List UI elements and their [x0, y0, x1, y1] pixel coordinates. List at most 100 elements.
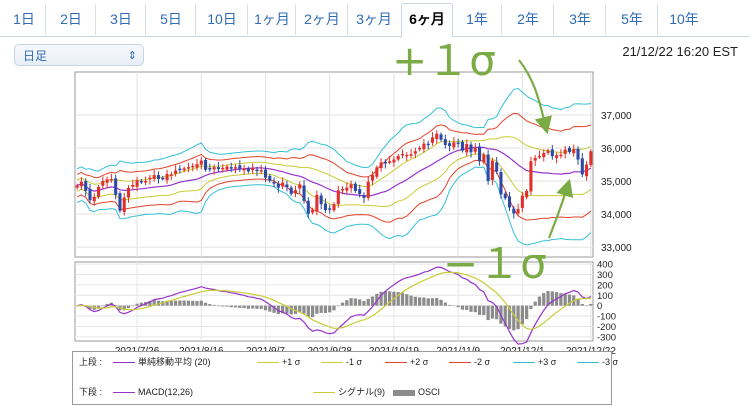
tab-6[interactable]: 1ヶ月 — [249, 4, 296, 35]
osci-bar — [584, 305, 589, 307]
legend-line-swatch — [257, 362, 279, 364]
tab-12[interactable]: 3年 — [555, 4, 606, 35]
candle-body — [341, 188, 345, 191]
bollinger-plus2-line — [76, 112, 592, 179]
candle-body — [289, 187, 293, 194]
legend-swatch — [313, 392, 335, 394]
signal-line — [77, 271, 591, 331]
candle-body — [400, 153, 405, 156]
legend-line-swatch — [449, 362, 471, 364]
osci-bar — [302, 305, 306, 314]
candle-body — [268, 175, 272, 181]
osci-bar — [430, 298, 435, 306]
tab-9[interactable]: 6ヶ月 — [401, 3, 453, 38]
osci-bar — [482, 305, 486, 315]
candle-body — [225, 166, 229, 170]
osci-bar — [567, 294, 572, 306]
tab-1[interactable]: 1日 — [3, 4, 46, 35]
annotation-minus-1-sigma: −１σ — [443, 239, 547, 288]
period-select[interactable]: 日足 ⇕ — [14, 44, 144, 66]
candle-body — [422, 143, 426, 150]
candle-body — [409, 154, 413, 156]
candle-body — [430, 137, 435, 143]
osci-bar — [469, 305, 473, 312]
osci-bar — [546, 290, 550, 306]
candle-body — [507, 196, 512, 208]
osci-bar — [388, 291, 392, 306]
candle-body — [238, 165, 242, 170]
legend-item-label: OSCI — [418, 387, 441, 397]
legend-lower-row: 下段 : MACD(12,26) シグナル(9) OSCI — [79, 385, 609, 399]
candle-body — [550, 149, 554, 157]
legend-item-label: シグナル(9) — [338, 387, 385, 397]
osci-bar — [486, 305, 490, 321]
osci-bar — [370, 296, 375, 306]
osci-bar — [242, 305, 246, 309]
osci-bar — [332, 305, 336, 311]
candle-body — [152, 175, 156, 179]
candle-body — [156, 175, 161, 180]
osci-bar — [362, 301, 366, 306]
osci-bar — [439, 299, 443, 306]
legend-line-swatch — [321, 362, 343, 364]
osci-bar — [255, 305, 259, 309]
macd-tick-label: 400 — [597, 260, 613, 271]
tab-3[interactable]: 3日 — [97, 4, 146, 35]
candle-body — [208, 168, 212, 170]
legend-item-label: 単純移動平均 (20) — [138, 357, 211, 367]
osci-bar — [298, 305, 302, 312]
tab-8[interactable]: 3ヶ月 — [356, 11, 392, 27]
tab-10[interactable]: 1年 — [453, 4, 502, 35]
candle-body — [349, 184, 353, 189]
candle-body — [233, 167, 238, 169]
candle-body — [131, 184, 135, 187]
legend-lower-label: 下段 : — [79, 387, 103, 397]
osci-bar — [576, 298, 580, 306]
tab-11[interactable]: 2年 — [503, 4, 554, 35]
legend-upper-item: 単純移動平均 (20) — [113, 355, 211, 369]
candle-body — [490, 160, 494, 180]
candle-body — [182, 168, 186, 171]
tab-5[interactable]: 10日 — [197, 4, 248, 35]
candle-body — [178, 168, 182, 171]
candle-body — [495, 162, 499, 172]
candle-body — [520, 195, 524, 208]
tab-2[interactable]: 2日 — [47, 4, 96, 35]
candle-body — [482, 154, 486, 163]
osci-bar — [310, 305, 315, 318]
tab-4[interactable]: 5日 — [147, 4, 196, 35]
tab-14[interactable]: 10年 — [669, 11, 699, 27]
osci-bar — [512, 305, 516, 331]
osci-bar — [173, 300, 178, 306]
candle-body — [281, 182, 285, 187]
osci-bar — [88, 305, 92, 309]
candle-body — [165, 174, 169, 181]
osci-bar — [383, 291, 387, 306]
candle-body — [276, 183, 280, 188]
osci-bar — [208, 304, 212, 306]
macd-tick-label: -200 — [597, 322, 616, 333]
osci-bar — [400, 292, 405, 306]
candle-body — [293, 190, 298, 194]
candle-body — [229, 167, 233, 169]
candle-body — [79, 181, 83, 187]
candle-body — [109, 179, 113, 181]
osci-bar — [409, 295, 413, 306]
candle-body — [383, 161, 387, 164]
osci-bar — [426, 298, 430, 306]
osci-bar — [139, 302, 143, 306]
tab-7[interactable]: 2ヶ月 — [297, 4, 348, 35]
candle-body — [161, 177, 165, 180]
candle-body — [169, 174, 173, 176]
candle-body — [392, 159, 396, 163]
legend-line-swatch — [577, 362, 599, 364]
candle-body — [272, 181, 276, 184]
candle-body — [135, 180, 139, 187]
candle-body — [285, 184, 289, 187]
candle-body — [105, 179, 109, 183]
tab-13[interactable]: 5年 — [607, 4, 658, 35]
candle-body — [101, 181, 105, 186]
candle-body — [585, 164, 589, 177]
osci-bar — [529, 305, 533, 309]
candle-body — [563, 149, 567, 154]
